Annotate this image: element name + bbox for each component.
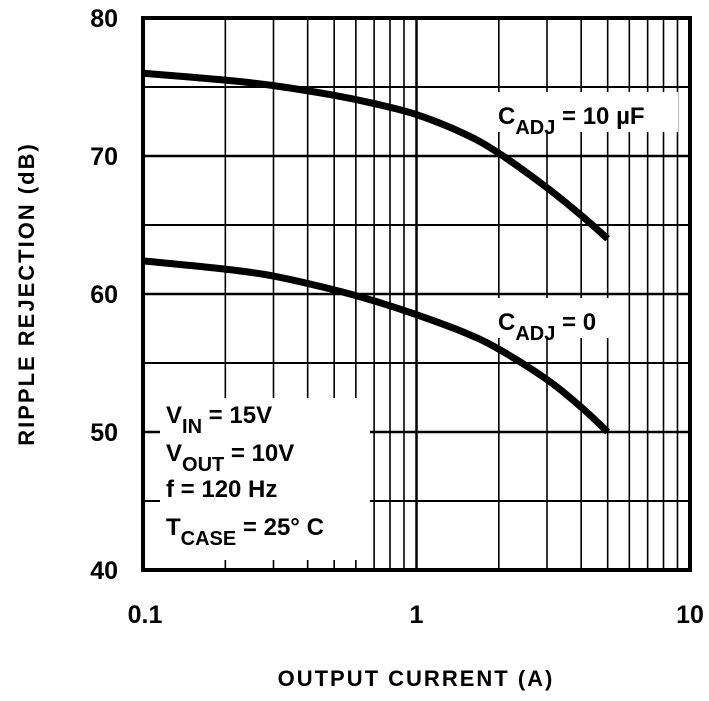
series-label-cadj-0: CADJ = 0 <box>498 309 596 345</box>
condition-line: TCASE = 25° C <box>166 514 324 550</box>
condition-line: VOUT = 10V <box>166 440 294 476</box>
series-line-0 <box>142 69 610 242</box>
y-axis-title: RIPPLE REJECTION (dB) <box>14 142 39 446</box>
y-tick-label: 40 <box>90 557 118 585</box>
x-tick-label: 10 <box>676 601 704 629</box>
x-axis-title: OUTPUT CURRENT (A) <box>278 666 555 691</box>
y-tick-label: 50 <box>90 419 118 447</box>
series-line-1 <box>142 257 611 435</box>
y-tick-label: 70 <box>90 143 118 171</box>
condition-line: f = 120 Hz <box>166 476 277 503</box>
plot-frame <box>141 16 692 572</box>
y-tick-label: 80 <box>90 5 118 33</box>
series-labels: CADJ = 10 µF CADJ = 0 <box>492 92 678 345</box>
x-tick-label: 1 <box>410 601 424 629</box>
data-series <box>142 69 611 435</box>
condition-line: VIN = 15V <box>166 402 272 438</box>
series-label-cadj-10uf: CADJ = 10 µF <box>498 103 645 139</box>
y-tick-label: 60 <box>90 281 118 309</box>
tick-labels: 40 50 60 70 80 0.1 1 10 <box>90 5 704 629</box>
x-tick-label: 0.1 <box>128 601 163 629</box>
